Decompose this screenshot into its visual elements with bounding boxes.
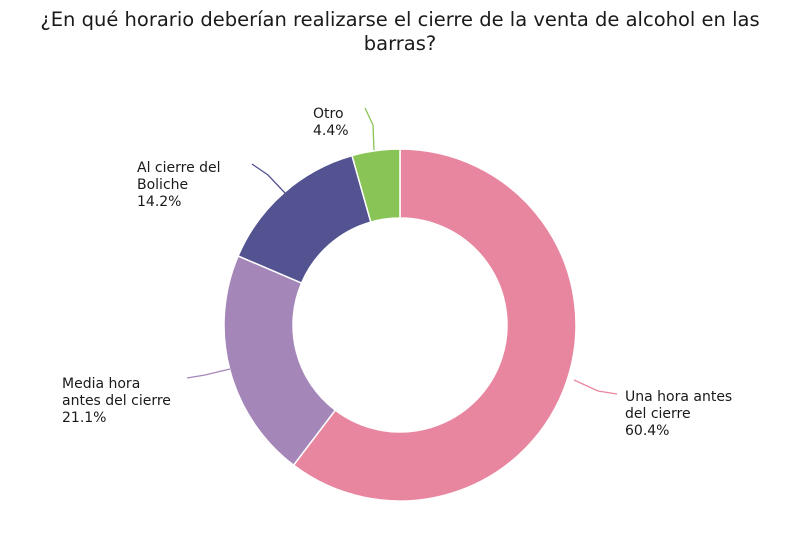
leader-line [186,368,231,379]
leader-line [251,163,286,194]
slice-name-label: Otro [313,106,344,122]
donut-slice [237,154,372,284]
leader-lines [186,107,618,395]
leader-line [573,379,618,395]
chart-title: ¿En qué horario deberían realizarse el c… [0,8,800,56]
slice-name-label: antes del cierre [62,393,171,409]
donut-slice [223,254,337,467]
slice-value-label: 4.4% [313,123,349,139]
slice-name-label: Media hora [62,376,140,392]
slice-value-label: 60.4% [625,423,669,439]
slice-labels: Una hora antes del cierre 60.4% Media hora a… [62,106,732,439]
slice-name-label: del cierre [625,406,691,422]
leader-line [364,107,375,151]
donut-slice [292,148,577,502]
slice-name-label: Boliche [137,177,188,193]
slice-value-label: 14.2% [137,194,181,210]
slice-label: Media hora antes del cierre 21.1% [62,376,171,426]
donut-slices [223,148,577,502]
slice-name-label: Una hora antes [625,389,732,405]
chart-title-line-1: ¿En qué horario deberían realizarse el c… [40,8,760,31]
slice-name-label: Al cierre del [137,160,221,176]
slice-value-label: 21.1% [62,410,106,426]
donut-slice [351,148,401,223]
chart-title-line-2: barras? [363,32,437,55]
slice-label: Al cierre del Boliche 14.2% [137,160,221,210]
slice-label: Una hora antes del cierre 60.4% [625,389,732,439]
slice-label: Otro 4.4% [313,106,349,139]
